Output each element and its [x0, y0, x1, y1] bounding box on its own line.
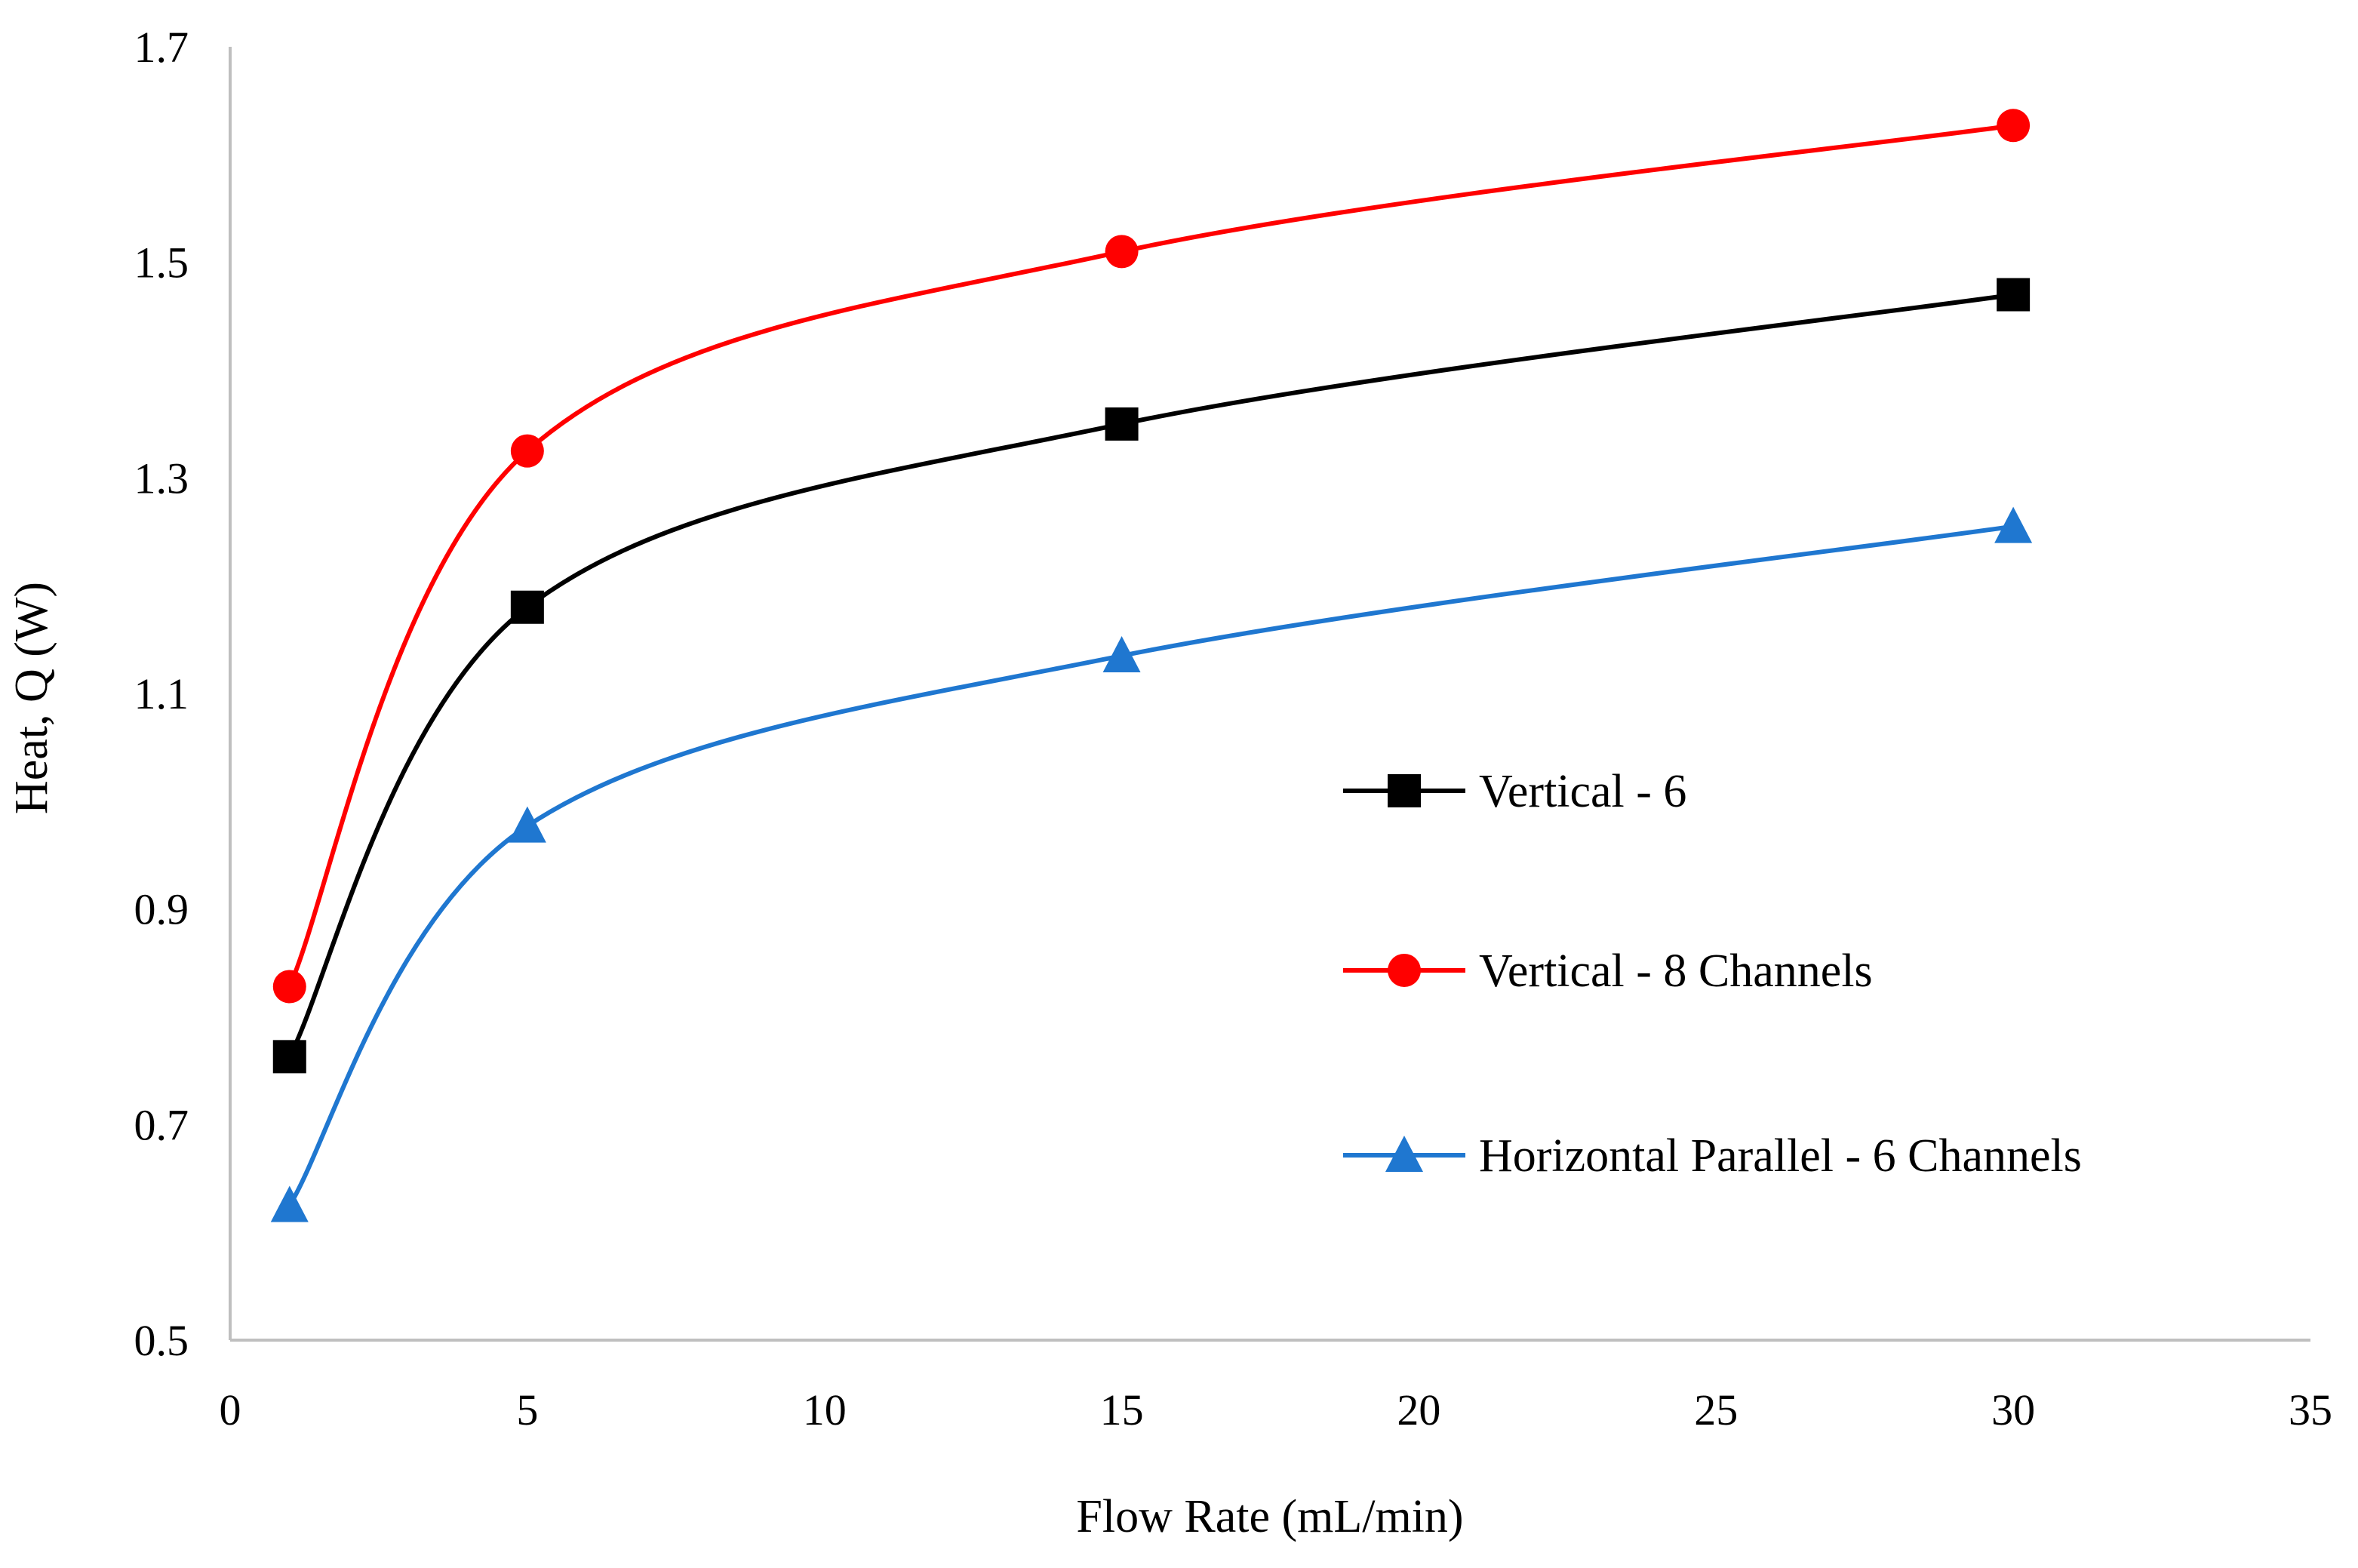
legend-marker [1385, 1136, 1423, 1172]
data-point [510, 590, 544, 624]
legend-label: Horizontal Parallel - 6 Channels [1479, 1130, 2082, 1182]
y-tick-label: 1.1 [134, 669, 189, 718]
data-point [1105, 407, 1139, 441]
y-tick-label: 1.7 [134, 23, 189, 72]
series-markers [270, 109, 2033, 1222]
series-line [287, 123, 2016, 989]
y-tick-label: 0.5 [134, 1316, 189, 1365]
data-point [1105, 235, 1139, 269]
y-tick-label: 0.9 [134, 885, 189, 934]
x-tick-label: 5 [516, 1385, 538, 1434]
y-tick-label: 0.7 [134, 1100, 189, 1149]
data-point [508, 806, 546, 843]
series-line [287, 524, 2016, 1208]
x-tick-label: 10 [803, 1385, 847, 1434]
data-point [1997, 278, 2031, 312]
legend-marker [1388, 774, 1421, 807]
y-tick-label: 1.3 [134, 453, 189, 503]
data-point [272, 1040, 306, 1074]
data-point [270, 1185, 309, 1222]
x-tick-label: 35 [2289, 1385, 2332, 1434]
data-point [1997, 109, 2031, 143]
data-point [1102, 636, 1141, 673]
x-tick-label: 30 [1991, 1385, 2035, 1434]
y-tick-label: 1.5 [134, 238, 189, 287]
x-tick-label: 15 [1100, 1385, 1144, 1434]
x-tick-label: 20 [1397, 1385, 1440, 1434]
legend: Vertical - 6 Vertical - 8 Channels Horizon… [1343, 766, 2082, 1182]
x-axis-title: Flow Rate (mL/min) [1076, 1491, 1463, 1542]
axes [229, 47, 2310, 1342]
x-tick-label: 25 [1694, 1385, 1738, 1434]
legend-marker [1388, 954, 1421, 987]
y-axis-title: Heat, Q (W) [6, 582, 57, 814]
series-lines [287, 123, 2016, 1208]
tick-labels: 0 5 10 15 20 25 30 35 0.5 0.7 0.9 1.1 1.3 1.5 1.7 [134, 23, 2333, 1434]
legend-label: Vertical - 8 Channels [1479, 945, 1873, 997]
x-tick-label: 0 [220, 1385, 241, 1434]
data-point [510, 434, 544, 468]
data-point [1994, 506, 2033, 543]
data-point [272, 970, 306, 1004]
series-line [287, 292, 2016, 1059]
legend-label: Vertical - 6 [1479, 766, 1686, 817]
